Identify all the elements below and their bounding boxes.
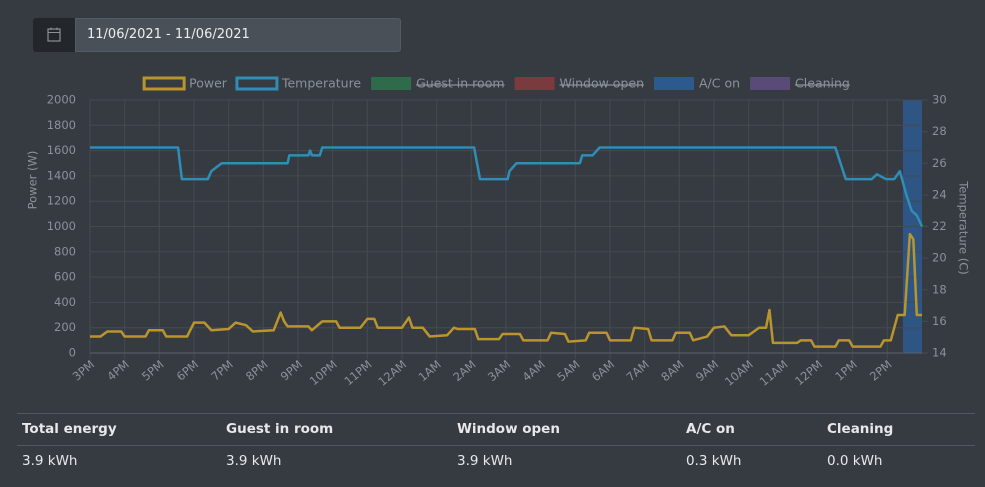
y2-tick-label: 22 [932,219,947,233]
legend-label: Guest in room [416,76,504,91]
y2-tick-label: 14 [932,346,947,360]
legend-label: Cleaning [795,76,850,91]
y2-tick-label: 28 [932,124,947,138]
calendar-button[interactable] [33,18,75,52]
x-tick-label: 4AM [520,357,548,384]
y-tick-label: 0 [69,346,76,360]
chart: Power (W) Temperature (C) 0 200 400 600 800 1… [26,76,971,389]
stats-header-cell: A/C on [686,421,735,437]
y-tick-label: 1400 [47,168,76,182]
x-tick-label: 1PM [832,357,860,383]
x-tick-label: 4PM [104,357,132,383]
x-tick-label: 10AM [722,357,756,389]
stats-value-cell: 3.9 kWh [457,453,513,469]
y2-tick-label: 30 [932,93,947,107]
x-tick-label: 7AM [624,357,652,384]
x-tick-label: 6AM [589,357,617,384]
legend-swatch [371,77,412,90]
legend-swatch [514,77,555,90]
legend-item[interactable]: A/C on [654,76,740,91]
y2-tick-label: 24 [932,187,947,201]
x-tick-label: 1AM [416,357,444,384]
stats-header-cell: Window open [457,421,560,437]
x-tick-label: 3AM [485,357,513,384]
y2-axis-label: Temperature (C) [957,180,971,275]
legend-swatch [654,77,694,90]
y-tick-label: 1600 [47,143,76,157]
stats-header-cell: Cleaning [827,421,894,437]
x-tick-label: 9AM [693,357,721,384]
legend-item[interactable]: Cleaning [750,76,850,91]
legend-swatch [235,76,279,91]
x-tick-label: 2AM [450,357,478,384]
x-tick-label: 9PM [278,357,306,383]
series-line [90,232,922,348]
y2-tick-label: 18 [932,282,947,296]
y-axis-label: Power (W) [26,151,40,210]
x-tick-label: 12PM [792,357,825,388]
y-tick-label: 800 [54,244,76,258]
x-tick-label: 5PM [139,357,167,383]
y-tick-label: 400 [54,295,76,309]
x-tick-label: 3PM [70,357,98,383]
x-tick-label: 6PM [174,357,202,383]
x-tick-label: 11PM [341,357,374,388]
legend-item[interactable]: Guest in room [371,76,505,91]
date-range-input[interactable]: 11/06/2021 - 11/06/2021 [75,18,401,52]
legend-item[interactable]: Window open [514,76,644,91]
y2-tick-label: 20 [932,251,947,265]
x-tick-label: 11AM [757,357,791,389]
stats-values: 3.9 kWh 3.9 kWh 3.9 kWh 0.3 kWh 0.0 kWh [17,445,975,477]
y-tick-label: 1800 [47,118,76,132]
stats-table: Total energy Guest in room Window open A/C … [17,413,975,477]
legend-swatch [750,77,791,90]
x-tick-label: 12AM [375,357,409,389]
legend-item[interactable]: Temperature [235,76,361,91]
x-tick-label: 7PM [208,357,236,383]
x-tick-label: 10PM [307,357,340,388]
legend: Power Temperature Guest in room Window open… [142,76,850,91]
series-line [90,146,924,228]
legend-label: A/C on [699,76,740,91]
y2-tick-label: 26 [932,156,947,170]
x-tick-label: 8AM [658,357,686,384]
y-tick-label: 200 [54,320,76,334]
y-tick-label: 2000 [47,93,76,107]
x-tick-label: 5AM [554,357,582,384]
legend-label: Window open [560,76,644,91]
stats-value-cell: 0.3 kWh [686,453,742,469]
legend-label: Temperature [281,76,361,91]
x-tick-label: 2PM [867,357,895,383]
legend-label: Power [189,76,228,91]
stats-header-cell: Guest in room [226,421,334,437]
stats-header-cell: Total energy [22,421,117,437]
x-tick-label: 8PM [243,357,271,383]
y-tick-label: 600 [54,270,76,284]
stats-value-cell: 0.0 kWh [827,453,883,469]
legend-item[interactable]: Power [142,76,228,91]
calendar-icon [47,27,61,42]
stats-value-cell: 3.9 kWh [226,453,282,469]
y-tick-label: 1000 [47,219,76,233]
stats-header: Total energy Guest in room Window open A/C … [17,413,975,445]
y-tick-label: 1200 [47,194,76,208]
y2-tick-label: 16 [932,314,947,328]
stats-value-cell: 3.9 kWh [22,453,78,469]
legend-swatch [142,76,186,91]
